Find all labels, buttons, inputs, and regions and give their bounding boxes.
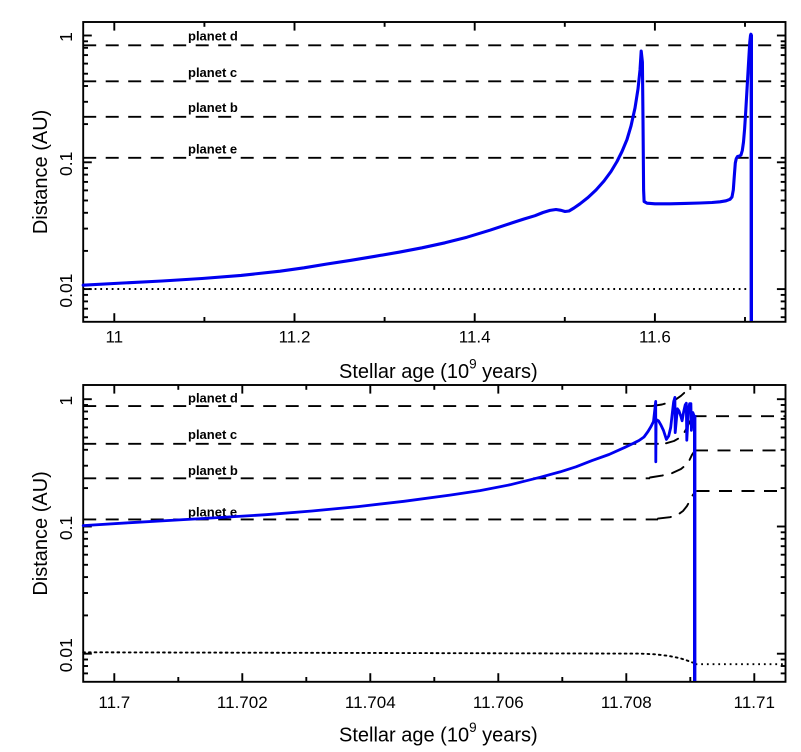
svg-text:planet b: planet b <box>188 463 238 478</box>
svg-text:planet d: planet d <box>188 390 238 405</box>
svg-text:planet c: planet c <box>188 427 237 442</box>
svg-text:11.2: 11.2 <box>279 328 311 347</box>
svg-text:11.4: 11.4 <box>459 328 491 347</box>
svg-text:planet d: planet d <box>188 28 238 43</box>
svg-text:11: 11 <box>105 328 123 347</box>
svg-text:11.6: 11.6 <box>639 328 671 347</box>
svg-text:0.01: 0.01 <box>56 638 76 672</box>
svg-text:1: 1 <box>56 32 76 42</box>
svg-text:0.1: 0.1 <box>56 152 76 176</box>
svg-text:0.01: 0.01 <box>56 274 76 308</box>
svg-text:Distance (AU): Distance (AU) <box>30 110 52 234</box>
svg-text:planet b: planet b <box>188 100 238 115</box>
svg-text:Stellar age (109 years): Stellar age (109 years) <box>339 720 538 747</box>
svg-text:11.7: 11.7 <box>98 693 130 712</box>
svg-text:Distance (AU): Distance (AU) <box>30 471 52 595</box>
svg-text:planet e: planet e <box>188 505 237 520</box>
svg-text:0.1: 0.1 <box>56 516 76 540</box>
svg-text:planet c: planet c <box>188 65 237 80</box>
svg-text:1: 1 <box>56 396 76 406</box>
svg-text:11.71: 11.71 <box>734 693 775 712</box>
svg-text:11.708: 11.708 <box>601 693 652 712</box>
svg-text:planet e: planet e <box>188 142 237 157</box>
svg-text:11.706: 11.706 <box>473 693 524 712</box>
svg-text:11.704: 11.704 <box>345 693 396 712</box>
svg-text:Stellar age (109 years): Stellar age (109 years) <box>339 357 538 384</box>
svg-text:11.702: 11.702 <box>217 693 268 712</box>
